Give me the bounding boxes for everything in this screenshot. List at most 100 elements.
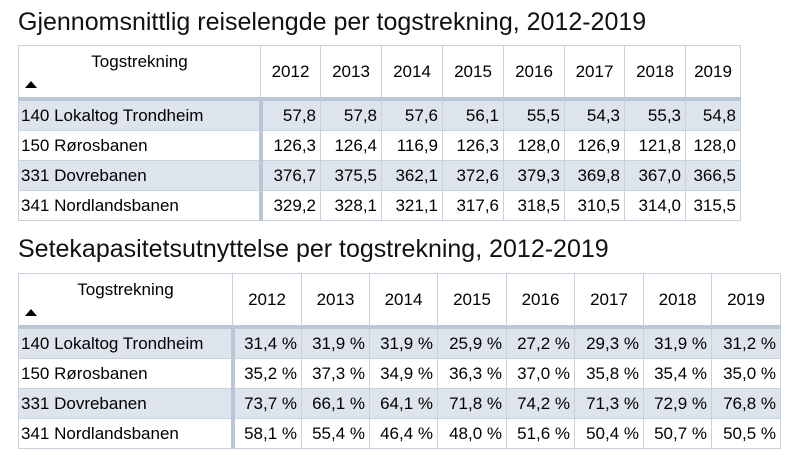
table-row: 150 Rørosbanen 35,2 % 37,3 % 34,9 % 36,3… <box>18 358 781 389</box>
table-title: Gjennomsnittlig reiselengde per togstrek… <box>18 8 647 36</box>
table-cell: 372,6 <box>442 160 504 191</box>
table-row: 331 Dovrebanen 73,7 % 66,1 % 64,1 % 71,8… <box>18 388 781 419</box>
table-cell: 31,9 % <box>643 327 712 359</box>
column-header-year[interactable]: 2019 <box>711 273 781 329</box>
table-cell: 314,0 <box>624 190 686 221</box>
table-cell: 51,6 % <box>506 418 575 449</box>
table-cell: 36,3 % <box>437 358 507 389</box>
column-header-year[interactable]: 2018 <box>643 273 712 329</box>
table-cell: 50,7 % <box>643 418 712 449</box>
column-header-year[interactable]: 2012 <box>260 45 321 101</box>
table-cell: 34,9 % <box>369 358 438 389</box>
column-header-year[interactable]: 2013 <box>320 45 382 101</box>
table-cell: 55,5 <box>503 99 565 131</box>
table-cell: 31,9 % <box>301 327 370 359</box>
column-header-year[interactable]: 2012 <box>232 273 302 329</box>
table-cell: 31,4 % <box>232 327 302 359</box>
table-cell: 50,4 % <box>574 418 644 449</box>
table-cell: 72,9 % <box>643 388 712 419</box>
table-title: Setekapasitetsutnyttelse per togstreknin… <box>18 235 609 263</box>
seat-utilization-table: Togstrekning 2012 2013 2014 2015 2016 20… <box>18 273 781 449</box>
column-header-togstrekning[interactable]: Togstrekning <box>18 273 233 329</box>
table-cell: 328,1 <box>320 190 382 221</box>
table-cell: 379,3 <box>503 160 565 191</box>
table-cell: 315,5 <box>685 190 741 221</box>
table-cell: 64,1 % <box>369 388 438 419</box>
column-header-year[interactable]: 2016 <box>506 273 575 329</box>
table-cell: 58,1 % <box>232 418 302 449</box>
table-cell: 126,3 <box>260 130 321 161</box>
row-label: 331 Dovrebanen <box>18 388 235 419</box>
table-cell: 121,8 <box>624 130 686 161</box>
table-cell: 329,2 <box>260 190 321 221</box>
table-cell: 25,9 % <box>437 327 507 359</box>
column-header-year[interactable]: 2013 <box>301 273 370 329</box>
table-cell: 27,2 % <box>506 327 575 359</box>
table-cell: 369,8 <box>564 160 625 191</box>
table-cell: 37,0 % <box>506 358 575 389</box>
table-cell: 57,8 <box>260 99 321 131</box>
table-cell: 116,9 <box>381 130 443 161</box>
table-cell: 375,5 <box>320 160 382 191</box>
table-cell: 74,2 % <box>506 388 575 419</box>
table-cell: 48,0 % <box>437 418 507 449</box>
column-header-label: Togstrekning <box>77 280 174 299</box>
table-row: 140 Lokaltog Trondheim 31,4 % 31,9 % 31,… <box>18 327 781 359</box>
table-cell: 35,0 % <box>711 358 781 389</box>
table-cell: 66,1 % <box>301 388 370 419</box>
column-header-year[interactable]: 2015 <box>437 273 507 329</box>
table-cell: 321,1 <box>381 190 443 221</box>
sort-ascending-icon[interactable] <box>25 81 37 88</box>
table-cell: 73,7 % <box>232 388 302 419</box>
table-cell: 366,5 <box>685 160 741 191</box>
table-cell: 54,3 <box>564 99 625 131</box>
table-cell: 57,8 <box>320 99 382 131</box>
column-header-year[interactable]: 2014 <box>381 45 443 101</box>
column-header-year[interactable]: 2018 <box>624 45 686 101</box>
column-header-year[interactable]: 2014 <box>369 273 438 329</box>
header-row: Togstrekning 2012 2013 2014 2015 2016 20… <box>18 273 781 329</box>
header-row: Togstrekning 2012 2013 2014 2015 2016 20… <box>18 45 741 101</box>
table-cell: 35,2 % <box>232 358 302 389</box>
table-cell: 128,0 <box>503 130 565 161</box>
table-cell: 57,6 <box>381 99 443 131</box>
table-cell: 317,6 <box>442 190 504 221</box>
table-cell: 71,3 % <box>574 388 644 419</box>
table-cell: 37,3 % <box>301 358 370 389</box>
row-label: 341 Nordlandsbanen <box>18 418 235 449</box>
sort-ascending-icon[interactable] <box>25 309 37 316</box>
table-cell: 128,0 <box>685 130 741 161</box>
table-cell: 362,1 <box>381 160 443 191</box>
table-cell: 31,9 % <box>369 327 438 359</box>
table-row: 150 Rørosbanen 126,3 126,4 116,9 126,3 1… <box>18 130 741 161</box>
column-header-year[interactable]: 2015 <box>442 45 504 101</box>
table-cell: 126,4 <box>320 130 382 161</box>
table-cell: 35,4 % <box>643 358 712 389</box>
table-cell: 31,2 % <box>711 327 781 359</box>
table-cell: 29,3 % <box>574 327 644 359</box>
table-cell: 46,4 % <box>369 418 438 449</box>
table-cell: 126,9 <box>564 130 625 161</box>
table-cell: 310,5 <box>564 190 625 221</box>
table-cell: 35,8 % <box>574 358 644 389</box>
column-header-year[interactable]: 2017 <box>574 273 644 329</box>
column-header-year[interactable]: 2017 <box>564 45 625 101</box>
column-header-year[interactable]: 2019 <box>685 45 741 101</box>
column-header-togstrekning[interactable]: Togstrekning <box>18 45 261 101</box>
row-label: 140 Lokaltog Trondheim <box>18 327 235 359</box>
table-row: 341 Nordlandsbanen 58,1 % 55,4 % 46,4 % … <box>18 418 781 449</box>
table-cell: 367,0 <box>624 160 686 191</box>
table-cell: 71,8 % <box>437 388 507 419</box>
table-cell: 376,7 <box>260 160 321 191</box>
table-row: 341 Nordlandsbanen 329,2 328,1 321,1 317… <box>18 190 741 221</box>
column-header-year[interactable]: 2016 <box>503 45 565 101</box>
travel-length-table: Togstrekning 2012 2013 2014 2015 2016 20… <box>18 45 741 221</box>
row-label: 341 Nordlandsbanen <box>18 190 263 221</box>
table-cell: 50,5 % <box>711 418 781 449</box>
table-row: 331 Dovrebanen 376,7 375,5 362,1 372,6 3… <box>18 160 741 191</box>
column-header-label: Togstrekning <box>91 52 188 71</box>
row-label: 150 Rørosbanen <box>18 130 263 161</box>
table-cell: 318,5 <box>503 190 565 221</box>
table-cell: 126,3 <box>442 130 504 161</box>
row-label: 331 Dovrebanen <box>18 160 263 191</box>
